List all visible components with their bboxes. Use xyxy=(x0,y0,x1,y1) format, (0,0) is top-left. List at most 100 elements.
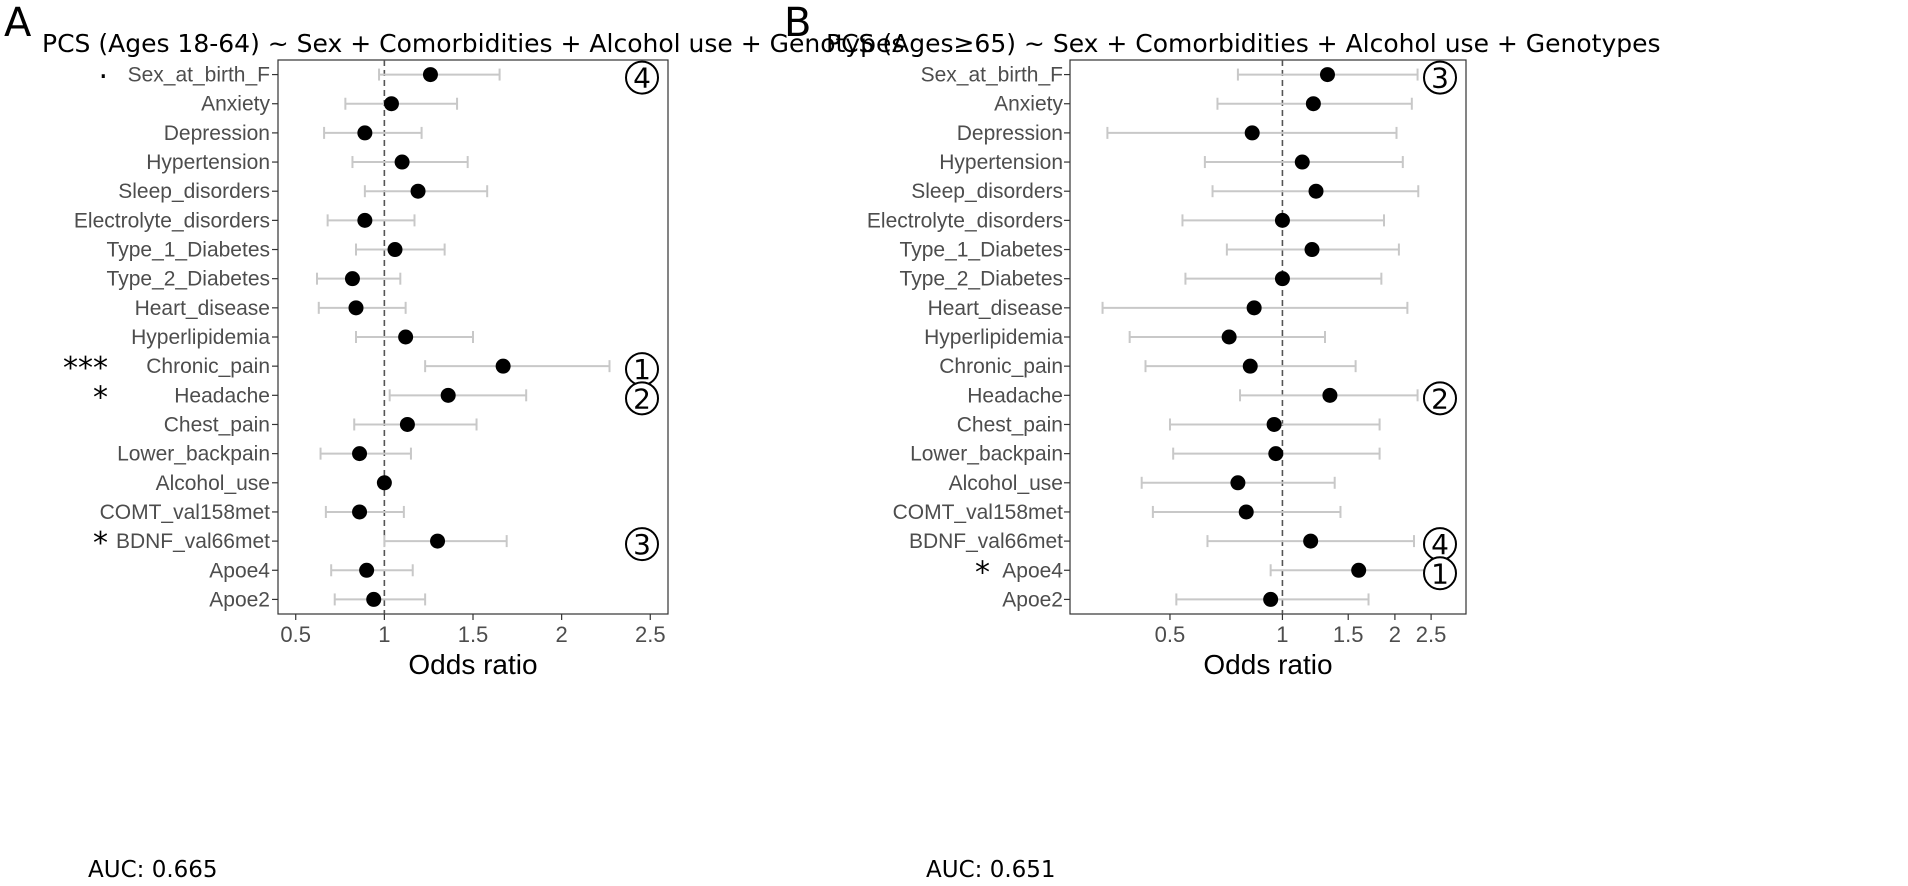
category-label: Hypertension xyxy=(939,151,1063,174)
category-label: Alcohol_use xyxy=(156,472,270,495)
odds-ratio-point xyxy=(1274,271,1290,287)
odds-ratio-point xyxy=(383,96,399,112)
rank-number: 1 xyxy=(633,353,651,386)
odds-ratio-point xyxy=(398,329,414,345)
odds-ratio-point xyxy=(376,475,392,491)
panel-letter: A xyxy=(4,0,32,46)
rank-number: 4 xyxy=(1431,528,1449,561)
category-label: Lower_backpain xyxy=(117,443,270,466)
rank-number: 1 xyxy=(1431,557,1449,590)
category-label: Heart_disease xyxy=(135,297,270,320)
category-label: Alcohol_use xyxy=(949,472,1063,495)
odds-ratio-point xyxy=(1244,125,1260,141)
category-label: Depression xyxy=(957,122,1063,145)
rank-number: 2 xyxy=(1431,382,1449,415)
category-label: COMT_val158met xyxy=(893,501,1064,524)
category-label: BDNF_val66met xyxy=(116,530,270,553)
odds-ratio-point xyxy=(1266,416,1282,432)
odds-ratio-point xyxy=(352,504,368,520)
category-label: Type_2_Diabetes xyxy=(900,268,1063,291)
odds-ratio-point xyxy=(410,183,426,199)
panel-b: B PCS (Ages≥65) ~ Sex + Comorbidities + A… xyxy=(784,0,1661,883)
odds-ratio-point xyxy=(1230,475,1246,491)
x-tick-label: 2 xyxy=(1389,622,1401,647)
x-tick-label: 2.5 xyxy=(1416,622,1447,647)
x-tick-label: 2 xyxy=(556,622,568,647)
category-label: Sleep_disorders xyxy=(118,180,270,203)
odds-ratio-point xyxy=(352,446,368,462)
x-tick-label: 2.5 xyxy=(635,622,666,647)
category-label: Sex_at_birth_F xyxy=(128,64,270,87)
category-label: Chest_pain xyxy=(164,413,270,436)
odds-ratio-point xyxy=(357,125,373,141)
category-label: Heart_disease xyxy=(928,297,1063,320)
category-label: Electrolyte_disorders xyxy=(74,209,270,232)
category-label: Type_2_Diabetes xyxy=(107,268,270,291)
odds-ratio-point xyxy=(366,591,382,607)
rank-circle xyxy=(625,527,659,562)
rank-circle xyxy=(1423,556,1457,591)
odds-ratio-point xyxy=(440,387,456,403)
odds-ratio-point xyxy=(357,212,373,228)
category-label: Anxiety xyxy=(994,93,1063,116)
chart-title: PCS (Ages 18-64) ~ Sex + Comorbidities +… xyxy=(42,29,904,58)
odds-ratio-point xyxy=(1274,212,1290,228)
odds-ratio-point xyxy=(344,271,360,287)
odds-ratio-point xyxy=(1308,183,1324,199)
odds-ratio-point xyxy=(399,416,415,432)
odds-ratio-point xyxy=(394,154,410,170)
x-tick-label: 1.5 xyxy=(1333,622,1364,647)
odds-ratio-point xyxy=(359,562,375,578)
rank-circle xyxy=(625,60,659,95)
category-label: Apoe2 xyxy=(1002,588,1063,611)
panel-letter: B xyxy=(784,0,811,46)
category-label: Apoe4 xyxy=(209,559,270,582)
odds-ratio-point xyxy=(1351,562,1367,578)
panel-a: A PCS (Ages 18-64) ~ Sex + Comorbidities … xyxy=(4,0,904,883)
significance-mark: * xyxy=(93,380,108,415)
odds-ratio-point xyxy=(1221,329,1237,345)
category-label: Type_1_Diabetes xyxy=(900,239,1063,262)
auc-label: AUC: 0.665 xyxy=(88,857,218,883)
x-tick-label: 0.5 xyxy=(280,622,311,647)
odds-ratio-point xyxy=(1303,533,1319,549)
x-axis-title: Odds ratio xyxy=(408,649,537,680)
odds-ratio-point xyxy=(422,67,438,83)
odds-ratio-point xyxy=(1242,358,1258,374)
category-label: Sex_at_birth_F xyxy=(921,64,1063,87)
category-label: Type_1_Diabetes xyxy=(107,239,270,262)
category-label: Depression xyxy=(164,122,270,145)
category-label: Hyperlipidemia xyxy=(924,326,1063,349)
rank-number: 2 xyxy=(633,382,651,415)
x-tick-label: 0.5 xyxy=(1155,622,1186,647)
category-label: Headache xyxy=(967,384,1063,407)
odds-ratio-point xyxy=(1304,242,1320,258)
category-label: COMT_val158met xyxy=(100,501,271,524)
category-label: Sleep_disorders xyxy=(911,180,1063,203)
category-label: Electrolyte_disorders xyxy=(867,209,1063,232)
category-label: Apoe4 xyxy=(1002,559,1063,582)
odds-ratio-point xyxy=(1319,67,1335,83)
odds-ratio-point xyxy=(1268,446,1284,462)
x-tick-label: 1 xyxy=(378,622,390,647)
odds-ratio-point xyxy=(1246,300,1262,316)
category-label: Apoe2 xyxy=(209,588,270,611)
rank-number: 3 xyxy=(633,528,651,561)
significance-mark: · xyxy=(98,60,108,95)
category-label: Anxiety xyxy=(201,93,270,116)
category-label: Headache xyxy=(174,384,270,407)
odds-ratio-point xyxy=(387,242,403,258)
x-axis-title: Odds ratio xyxy=(1203,649,1332,680)
rank-circle xyxy=(1423,381,1457,416)
auc-label: AUC: 0.651 xyxy=(926,857,1056,883)
odds-ratio-point xyxy=(1238,504,1254,520)
category-label: Chest_pain xyxy=(957,413,1063,436)
x-tick-label: 1.5 xyxy=(458,622,489,647)
significance-mark: *** xyxy=(63,351,108,386)
category-label: Chronic_pain xyxy=(939,355,1063,378)
rank-circle xyxy=(1423,60,1457,95)
odds-ratio-point xyxy=(1263,591,1279,607)
chart-title: PCS (Ages≥65) ~ Sex + Comorbidities + Al… xyxy=(826,29,1661,58)
category-label: BDNF_val66met xyxy=(909,530,1063,553)
